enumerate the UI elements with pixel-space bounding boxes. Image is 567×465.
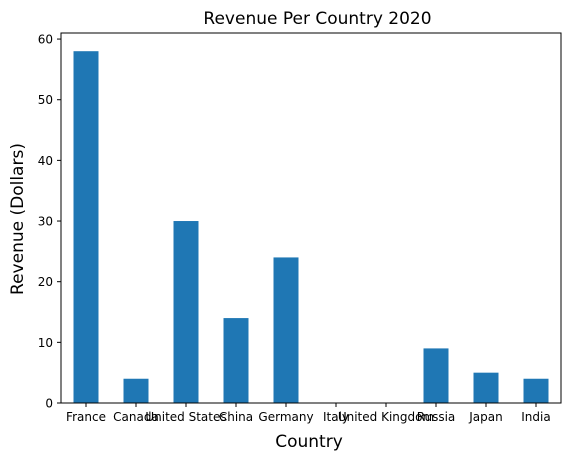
y-tick-label: 0 <box>45 397 53 411</box>
y-tick-label: 50 <box>38 93 53 107</box>
x-tick-label: Germany <box>258 410 313 424</box>
x-tick-label: United States <box>145 410 226 424</box>
y-tick-label: 20 <box>38 275 53 289</box>
x-tick-label: China <box>219 410 253 424</box>
y-tick-label: 40 <box>38 154 53 168</box>
bar-japan <box>473 372 499 403</box>
bar-china <box>223 318 249 403</box>
y-tick-label: 10 <box>38 336 53 350</box>
bar-canada <box>123 378 149 403</box>
x-tick-label: France <box>66 410 106 424</box>
x-axis-label: Country <box>275 432 343 452</box>
chart-title: Revenue Per Country 2020 <box>203 9 431 29</box>
bar-russia <box>423 348 449 403</box>
y-tick-label: 60 <box>38 33 53 47</box>
x-tick-label: Canada <box>113 410 159 424</box>
plot-frame <box>60 32 562 404</box>
x-tick-label: India <box>521 410 550 424</box>
bar-india <box>523 378 549 403</box>
y-axis-label: Revenue (Dollars) <box>8 143 28 295</box>
x-tick-label: Italy <box>323 410 349 424</box>
x-tick-label: Japan <box>468 410 502 424</box>
bar-united-states <box>173 221 199 403</box>
bar-germany <box>273 257 299 403</box>
x-tick-label: Russia <box>417 410 456 424</box>
y-tick-label: 30 <box>38 215 53 229</box>
x-tick-label: United Kingdom <box>338 410 434 424</box>
bar-france <box>73 51 99 403</box>
